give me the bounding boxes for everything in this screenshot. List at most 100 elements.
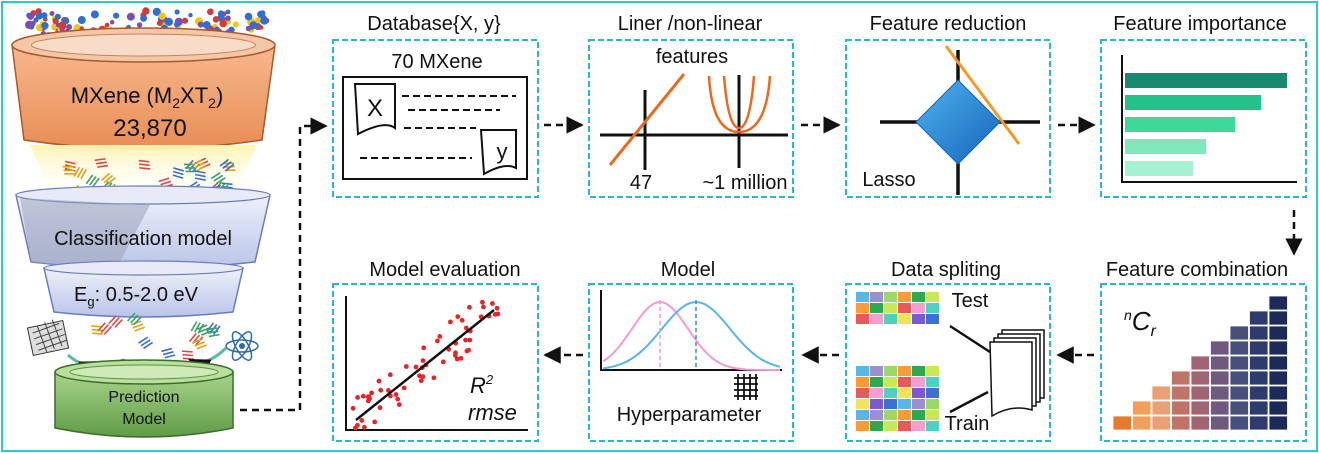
atom	[49, 11, 55, 16]
splitting-step: Data spliting Test Train	[845, 259, 1051, 442]
data-cell	[912, 377, 925, 387]
atom	[188, 13, 193, 18]
combination-cell	[1210, 370, 1230, 386]
scatter-point	[362, 424, 367, 430]
combination-cell	[1268, 415, 1288, 431]
crystal-structure	[172, 167, 184, 179]
scatter-point	[467, 304, 472, 310]
distribution-curve-pink	[602, 300, 780, 371]
data-cell	[870, 314, 883, 324]
importance-bar	[1125, 117, 1236, 132]
atom	[66, 24, 73, 30]
hyperparameter-label: Hyperparameter	[617, 404, 762, 426]
atom	[37, 12, 43, 18]
scatter-point	[463, 337, 468, 343]
data-cell	[856, 421, 869, 431]
combination-cell	[1171, 385, 1191, 401]
atom	[244, 12, 253, 21]
combination-cell	[1190, 400, 1210, 416]
data-dashes	[360, 95, 516, 159]
crystal-structure	[91, 325, 103, 335]
crystal-structure	[94, 158, 109, 168]
scatter-point	[440, 359, 446, 365]
database-subtitle: 70 MXene	[391, 51, 482, 73]
scatter-point	[464, 348, 470, 354]
scatter-point	[393, 392, 399, 397]
scatter-point	[366, 398, 371, 404]
data-cell	[926, 292, 939, 302]
data-cell	[884, 410, 897, 420]
combination-cell	[1229, 415, 1249, 431]
atom	[249, 21, 258, 29]
atom	[181, 17, 189, 24]
importance-box	[1100, 39, 1307, 198]
combination-cell	[1268, 340, 1288, 356]
atom	[126, 12, 135, 21]
crystal-structure	[194, 170, 206, 181]
data-cell	[926, 421, 939, 431]
data-cell	[856, 388, 869, 398]
filter-glow	[30, 145, 257, 200]
crystal-structure	[181, 350, 194, 360]
combination-cell	[1132, 415, 1152, 431]
data-cell	[912, 292, 925, 302]
combination-cell	[1268, 400, 1288, 416]
data-cell	[870, 292, 883, 302]
features-title: Liner /non-linear	[618, 13, 763, 35]
crystal-structure	[127, 312, 142, 326]
crystal-structure	[138, 336, 154, 349]
data-cell	[926, 388, 939, 398]
combination-cell	[1229, 340, 1249, 356]
data-cell	[912, 421, 925, 431]
data-cell	[926, 399, 939, 409]
combination-cell	[1210, 415, 1230, 431]
crystal-structure	[100, 172, 116, 186]
data-cell	[926, 377, 939, 387]
scatter-point	[481, 304, 486, 310]
combination-cell	[1249, 355, 1269, 371]
model-title: Model	[661, 259, 715, 281]
atom	[197, 21, 204, 28]
evaluation-title: Model evaluation	[369, 259, 520, 281]
data-cell	[884, 377, 897, 387]
combination-staircase	[1112, 295, 1288, 431]
atom	[104, 22, 110, 28]
combination-cell	[1171, 415, 1191, 431]
atom	[174, 9, 180, 15]
database-step: Database{X, y} 70 MXene X y	[332, 13, 539, 198]
prediction-model-cylinder: Prediction Model	[54, 359, 234, 438]
linear-feature-count: 47	[630, 172, 652, 194]
crystal-structure	[130, 320, 145, 332]
combination-cell	[1249, 310, 1269, 326]
data-cell	[870, 421, 883, 431]
combination-title: Feature combination	[1106, 259, 1288, 281]
combination-cell	[1190, 385, 1210, 401]
combination-cell	[1268, 355, 1288, 371]
combination-cell	[1268, 325, 1288, 341]
nonlinear-feature-count: ~1 million	[702, 172, 787, 194]
importance-bar	[1125, 95, 1262, 110]
combination-cell	[1151, 385, 1171, 401]
train-set-grid	[856, 366, 939, 431]
scatter-point	[413, 364, 419, 370]
scatter-point	[377, 405, 383, 411]
atom	[41, 22, 49, 30]
combination-cell	[1210, 400, 1230, 416]
data-cell	[898, 399, 911, 409]
document-stack-icon	[989, 329, 1045, 418]
data-cell	[912, 314, 925, 324]
data-cell	[856, 303, 869, 313]
y-label: y	[497, 139, 508, 164]
data-cell	[870, 366, 883, 376]
scatter-point	[372, 419, 378, 425]
combination-cell	[1210, 340, 1230, 356]
atom	[232, 21, 239, 28]
data-cell	[912, 399, 925, 409]
crystal-structure	[85, 174, 100, 188]
importance-bars	[1125, 73, 1287, 176]
atom	[27, 13, 34, 20]
combination-cell	[1112, 415, 1132, 431]
evaluation-step: Model evaluation R2 rmse	[332, 259, 539, 442]
crystal-structure	[210, 172, 226, 185]
